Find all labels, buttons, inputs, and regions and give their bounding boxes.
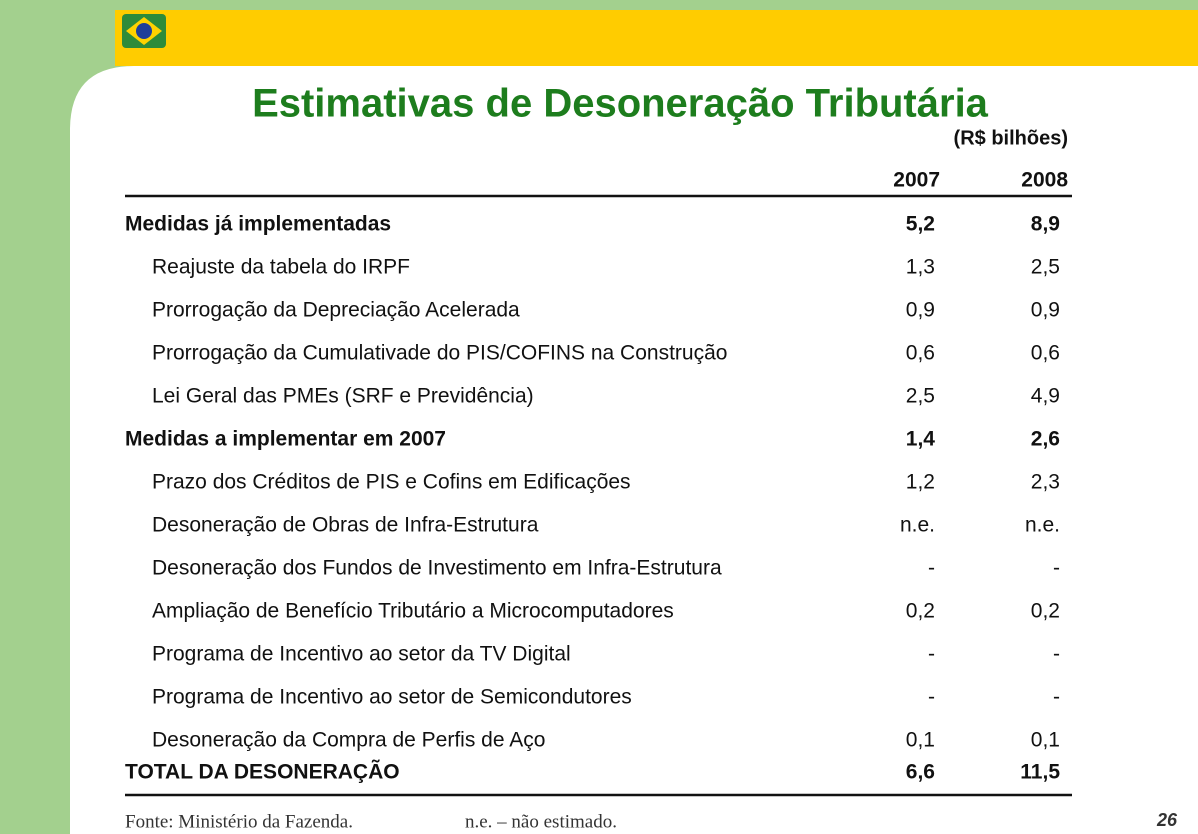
column-header: 2007 xyxy=(893,169,940,192)
total-value: 11,5 xyxy=(1020,761,1060,784)
flag-icon xyxy=(122,14,166,48)
section-value: 2,6 xyxy=(1031,428,1060,451)
item-value: 2,5 xyxy=(906,385,935,408)
item-value: 0,1 xyxy=(906,729,935,752)
item-value: 0,6 xyxy=(1031,342,1060,365)
item-label: Programa de Incentivo ao setor da TV Dig… xyxy=(152,643,571,666)
item-label: Prazo dos Créditos de PIS e Cofins em Ed… xyxy=(152,471,631,494)
top-band xyxy=(115,10,1198,66)
item-value: n.e. xyxy=(900,514,935,537)
item-value: 0,9 xyxy=(906,299,935,322)
item-value: - xyxy=(1053,557,1060,580)
section-label: Medidas já implementadas xyxy=(125,213,391,236)
section-value: 5,2 xyxy=(906,213,935,236)
item-value: - xyxy=(928,643,935,666)
item-label: Prorrogação da Depreciação Acelerada xyxy=(152,299,520,322)
item-label: Programa de Incentivo ao setor de Semico… xyxy=(152,686,632,709)
item-value: - xyxy=(928,557,935,580)
content-area xyxy=(70,66,1198,834)
item-value: 2,5 xyxy=(1031,256,1060,279)
item-value: - xyxy=(1053,643,1060,666)
item-value: n.e. xyxy=(1025,514,1060,537)
item-value: 2,3 xyxy=(1031,471,1060,494)
item-label: Reajuste da tabela do IRPF xyxy=(152,256,410,279)
item-label: Desoneração de Obras de Infra-Estrutura xyxy=(152,514,539,537)
item-value: - xyxy=(1053,686,1060,709)
item-label: Desoneração da Compra de Perfis de Aço xyxy=(152,729,545,752)
total-value: 6,6 xyxy=(906,761,935,784)
total-label: TOTAL DA DESONERAÇÃO xyxy=(125,761,400,784)
item-label: Prorrogação da Cumulativade do PIS/COFIN… xyxy=(152,342,727,365)
source: Fonte: Ministério da Fazenda. xyxy=(125,811,353,832)
unit: (R$ bilhões) xyxy=(954,127,1068,149)
section-label: Medidas a implementar em 2007 xyxy=(125,428,446,451)
item-label: Desoneração dos Fundos de Investimento e… xyxy=(152,557,722,580)
section-value: 8,9 xyxy=(1031,213,1060,236)
item-value: - xyxy=(928,686,935,709)
item-value: 0,9 xyxy=(1031,299,1060,322)
item-value: 0,2 xyxy=(906,600,935,623)
item-label: Lei Geral das PMEs (SRF e Previdência) xyxy=(152,385,534,408)
page-number: 26 xyxy=(1156,810,1178,830)
item-value: 1,2 xyxy=(906,471,935,494)
table: Medidas já implementadas 5,2 8,9 Reajuste d… xyxy=(125,213,1060,784)
item-label: Ampliação de Benefício Tributário a Micr… xyxy=(152,600,674,623)
note: n.e. – não estimado. xyxy=(465,811,617,832)
item-value: 1,3 xyxy=(906,256,935,279)
title: Estimativas de Desoneração Tributária xyxy=(252,82,989,126)
item-value: 0,6 xyxy=(906,342,935,365)
section-value: 1,4 xyxy=(906,428,936,451)
column-header: 2008 xyxy=(1021,169,1068,192)
item-value: 0,1 xyxy=(1031,729,1060,752)
item-value: 0,2 xyxy=(1031,600,1060,623)
item-value: 4,9 xyxy=(1031,385,1060,408)
